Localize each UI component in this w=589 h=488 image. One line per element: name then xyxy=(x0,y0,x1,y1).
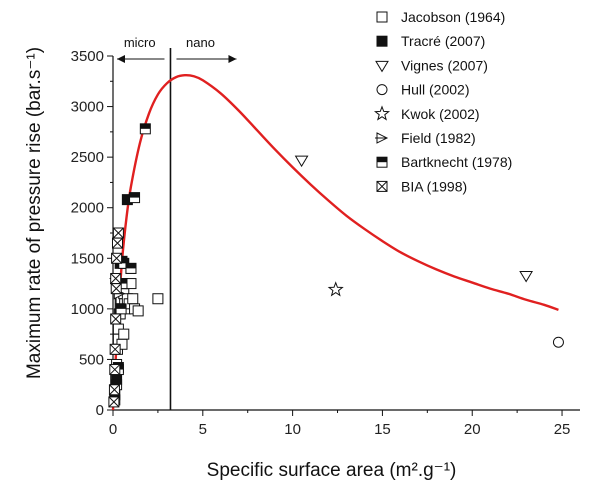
legend-marker-half-filled-square xyxy=(376,156,388,168)
legend-label: Bartknecht (1978) xyxy=(401,154,512,170)
nano-arrowhead xyxy=(228,55,237,63)
legend-marker-triangle-right-bar xyxy=(375,132,389,144)
data-point-crossed-square xyxy=(110,313,122,325)
y-tick-label: 1000 xyxy=(71,301,104,318)
data-point-half-filled-square xyxy=(139,123,151,135)
data-point-open-star xyxy=(327,281,344,297)
y-axis-label: Maximum rate of pressure rise (bar.s⁻¹) xyxy=(24,47,45,379)
x-tick-label: 15 xyxy=(374,421,391,438)
data-point-crossed-square xyxy=(108,384,120,396)
data-point-half-filled-square xyxy=(129,192,141,204)
legend-label: Tracré (2007) xyxy=(401,33,485,49)
x-axis-label: Specific surface area (m².g⁻¹) xyxy=(207,460,457,481)
axes: 0 5 10 15 20 25 0 500 1000 1500 2000 2500 3000 3500 xyxy=(71,48,580,438)
legend-marker-filled-square xyxy=(376,35,388,47)
data-point-half-filled-square xyxy=(115,303,127,315)
legend-marker-open-square xyxy=(376,11,388,23)
x-tick-label: 5 xyxy=(199,421,207,438)
data-point-crossed-square xyxy=(111,252,123,264)
y-tick-label: 3000 xyxy=(71,99,104,116)
micro-arrowhead xyxy=(117,55,125,63)
data-point-crossed-square xyxy=(111,237,123,249)
data-point-crossed-square xyxy=(108,396,120,408)
legend-label: Hull (2002) xyxy=(401,82,469,98)
y-tick-label: 2000 xyxy=(71,200,104,217)
data-point-open-circle xyxy=(552,336,564,348)
data-point-crossed-square xyxy=(110,283,122,295)
x-tick-label: 25 xyxy=(554,421,571,438)
legend-label: Field (1982) xyxy=(401,130,476,146)
data-point-open-triangle-down xyxy=(519,270,533,283)
x-tick-label: 0 xyxy=(109,421,117,438)
y-tick-label: 3500 xyxy=(71,48,104,65)
legend-marker-open-star xyxy=(373,105,391,121)
legend-label: Vignes (2007) xyxy=(401,57,488,73)
data-point-open-triangle-down xyxy=(294,155,309,168)
data-point-open-square xyxy=(127,293,139,305)
x-tick-label: 20 xyxy=(464,421,481,438)
y-tick-label: 0 xyxy=(96,402,104,419)
data-point-crossed-square xyxy=(109,343,121,355)
legend-label: Kwok (2002) xyxy=(401,106,480,122)
data-point-half-filled-square xyxy=(125,262,137,274)
x-tick-label: 10 xyxy=(284,421,301,438)
legend-marker-open-circle xyxy=(376,84,388,96)
legend-marker-open-triangle-down xyxy=(375,60,389,73)
legend: Jacobson (1964) Tracré (2007) Vignes (2007… xyxy=(373,9,512,194)
nano-label: nano xyxy=(186,35,215,50)
y-tick-label: 1500 xyxy=(71,250,104,267)
legend-label: Jacobson (1964) xyxy=(401,9,505,25)
region-divider: micro nano xyxy=(117,35,237,410)
fit-curve-line xyxy=(111,73,559,411)
data-point-crossed-square xyxy=(110,273,122,285)
fit-curve xyxy=(111,73,559,411)
legend-marker-crossed-square xyxy=(376,180,388,192)
y-tick-label: 2500 xyxy=(71,149,104,166)
data-point-crossed-square xyxy=(109,364,121,376)
micro-label: micro xyxy=(124,35,156,50)
legend-label: BIA (1998) xyxy=(401,178,467,194)
data-point-open-square xyxy=(152,293,164,305)
y-tick-label: 500 xyxy=(79,351,104,368)
data-point-open-square xyxy=(132,305,144,317)
data-point-open-square xyxy=(118,328,130,340)
data-point-crossed-square xyxy=(112,227,124,239)
data-markers xyxy=(108,123,564,408)
